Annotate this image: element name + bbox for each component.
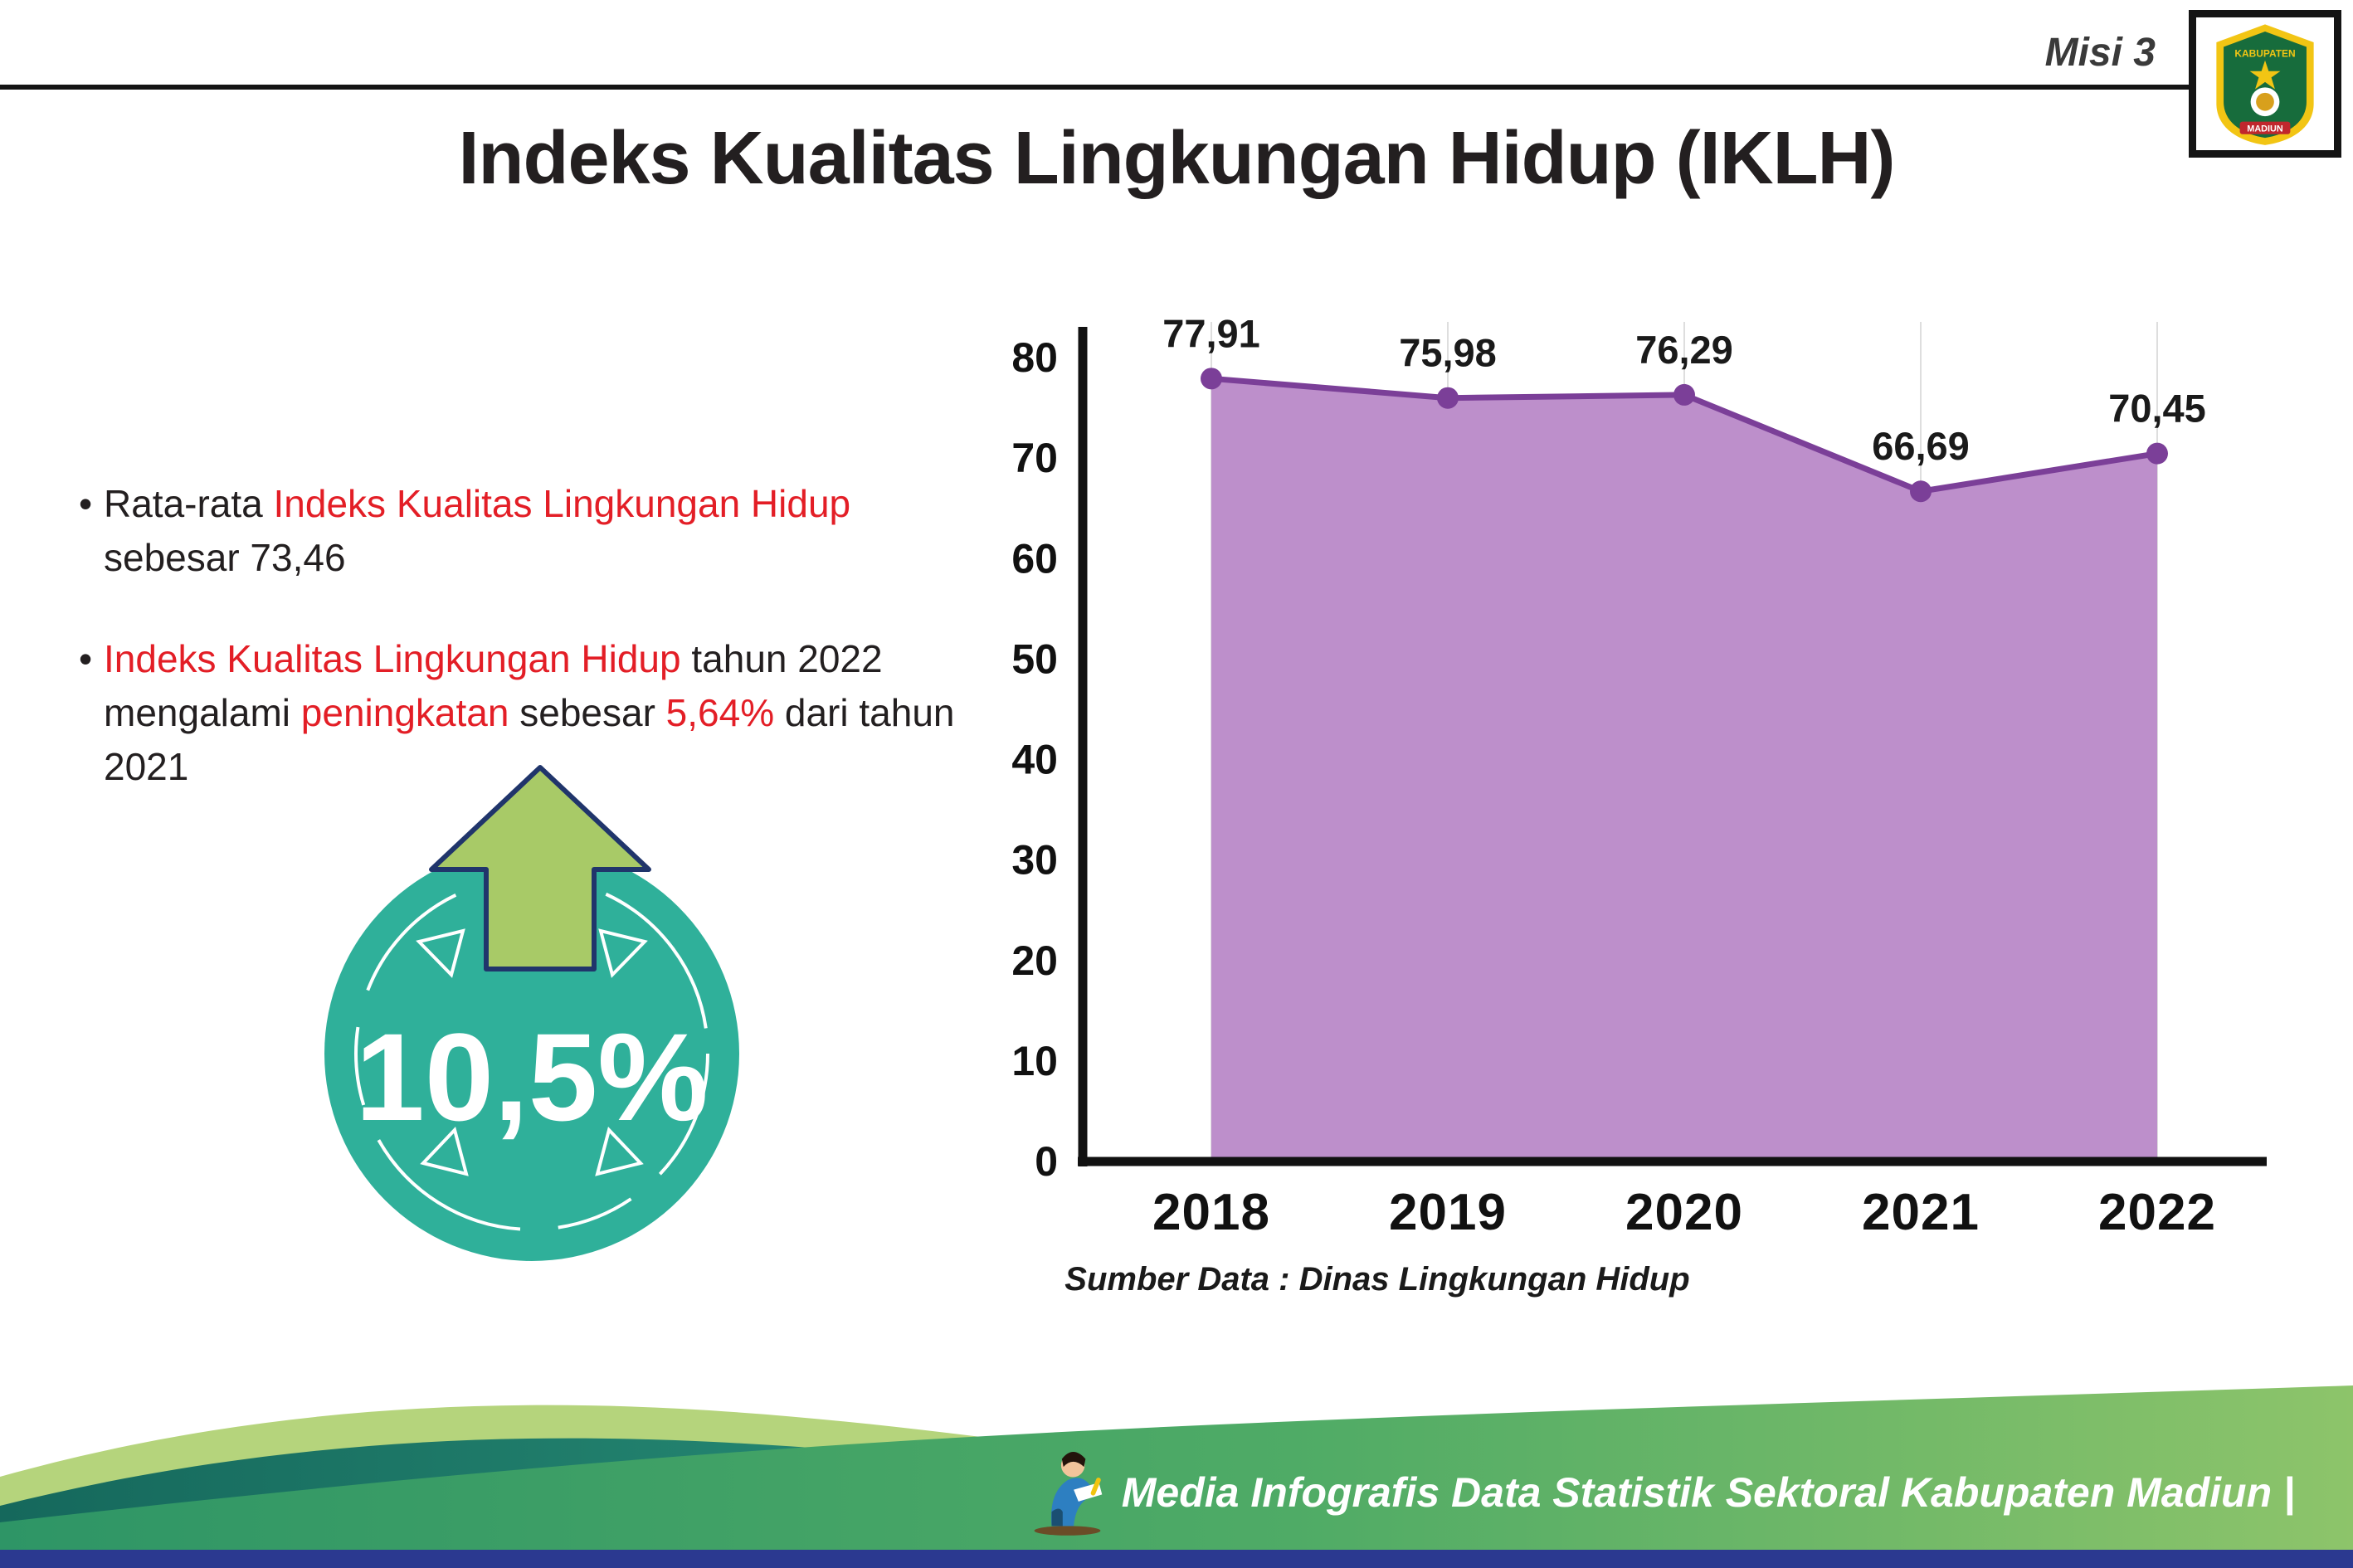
y-tick-label: 20 <box>1011 937 1058 984</box>
ring-triangle-nw <box>416 928 465 978</box>
bullet-text-highlight: Indeks Kualitas Lingkungan Hidup <box>104 636 681 680</box>
svg-text:KABUPATEN: KABUPATEN <box>2234 47 2295 59</box>
x-axis-label: 2021 <box>1862 1184 1980 1241</box>
y-tick-label: 10 <box>1011 1038 1058 1084</box>
iklh-area-chart: 0 10 20 30 40 50 60 70 80 77,91 75,98 76,29 66,69 70,… <box>1011 311 2267 1241</box>
value-label: 76,29 <box>1635 328 1733 372</box>
chart-point <box>1201 368 1222 390</box>
y-tick-label: 40 <box>1011 737 1058 783</box>
bullet-text-highlight: Indeks Kualitas Lingkungan Hidup <box>273 482 851 525</box>
bullet-average-iklh: Rata-rata Indeks Kualitas Lingkungan Hid… <box>79 477 996 586</box>
wave-main-green <box>0 1385 2353 1568</box>
y-tick-label: 30 <box>1011 837 1058 884</box>
misi-label: Misi 3 <box>2044 31 2156 75</box>
increase-badge: 10,5% <box>324 765 739 1261</box>
kabupaten-madiun-logo: KABUPATEN MADIUN <box>2189 10 2341 158</box>
bullet-text: tahun 2022 mengalami <box>104 636 883 734</box>
y-tick-label: 70 <box>1011 435 1058 481</box>
y-tick-label: 60 <box>1011 535 1058 582</box>
bullet-text: dari tahun 2021 <box>104 690 955 789</box>
chart-point <box>1673 383 1695 406</box>
footer-credit-text: Media Infografis Data Statistik Sektoral… <box>1121 1468 2295 1516</box>
ring-triangle-ne <box>598 928 648 978</box>
summary-bullets: Rata-rata Indeks Kualitas Lingkungan Hid… <box>79 477 996 795</box>
x-axis-label: 2020 <box>1625 1184 1743 1241</box>
data-source-note: Sumber Data : Dinas Lingkungan Hidup <box>1064 1261 1690 1298</box>
iklh-chart: 0 10 20 30 40 50 60 70 80 77,91 75,98 76,29 66,69 70,… <box>979 307 2323 1269</box>
value-label: 70,45 <box>2108 387 2206 431</box>
footer-credit: Media Infografis Data Statistik Sektoral… <box>1028 1449 2295 1536</box>
ring-triangle-se <box>595 1127 644 1176</box>
footer-wave-decoration <box>0 1385 2353 1568</box>
value-label: 66,69 <box>1872 424 1970 468</box>
footer-navy-strip <box>0 1550 2353 1568</box>
y-tick-label: 50 <box>1011 635 1058 682</box>
bullet-text: sebesar <box>509 690 666 734</box>
x-axis-label: 2018 <box>1152 1184 1270 1241</box>
bullet-increase-iklh: Indeks Kualitas Lingkungan Hidup tahun 2… <box>79 632 996 795</box>
svg-text:MADIUN: MADIUN <box>2247 124 2283 134</box>
increase-percentage-label: 10,5% <box>355 1007 708 1147</box>
coat-of-arms-icon: KABUPATEN MADIUN <box>2216 24 2314 145</box>
bullet-text: sebesar 73,46 <box>104 536 346 580</box>
mascot-icon <box>1034 1452 1103 1536</box>
chart-point <box>1437 387 1459 409</box>
chart-area <box>1211 378 2157 1161</box>
up-arrow-icon <box>429 765 651 971</box>
bullet-text-highlight: peningkatan <box>300 690 509 734</box>
chart-point <box>2146 442 2168 465</box>
chart-point <box>1910 480 1932 503</box>
page-title: Indeks Kualitas Lingkungan Hidup (IKLH) <box>458 117 1895 200</box>
footer: Media Infografis Data Statistik Sektoral… <box>0 1352 2353 1568</box>
header-rule <box>0 85 2199 90</box>
value-label: 75,98 <box>1399 331 1497 375</box>
x-axis-label: 2019 <box>1389 1184 1507 1241</box>
y-tick-label: 80 <box>1011 334 1058 381</box>
y-tick-label: 0 <box>1035 1138 1058 1185</box>
value-label: 77,91 <box>1162 311 1260 355</box>
ring-triangle-sw <box>420 1127 469 1176</box>
bullet-text: Rata-rata <box>104 482 274 525</box>
bullet-text-highlight: 5,64% <box>665 690 775 734</box>
x-axis-label: 2022 <box>2098 1184 2216 1241</box>
